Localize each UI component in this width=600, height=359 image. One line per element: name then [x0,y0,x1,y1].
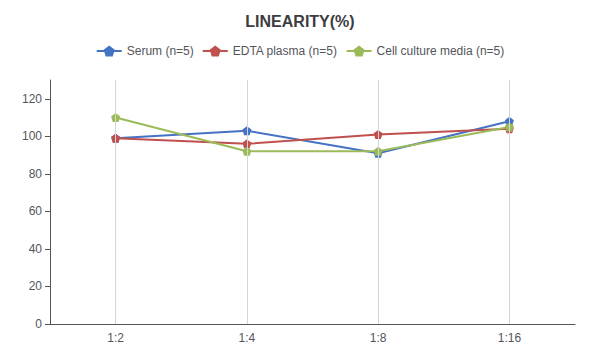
svg-text:80: 80 [29,167,43,181]
svg-text:20: 20 [29,279,43,293]
svg-text:EDTA plasma (n=5): EDTA plasma (n=5) [233,44,337,58]
svg-text:Cell culture media (n=5): Cell culture media (n=5) [377,44,505,58]
svg-text:60: 60 [29,204,43,218]
svg-text:Serum (n=5): Serum (n=5) [127,44,194,58]
svg-text:120: 120 [22,92,42,106]
svg-text:40: 40 [29,242,43,256]
svg-text:100: 100 [22,129,42,143]
svg-text:0: 0 [35,317,42,331]
svg-text:1:4: 1:4 [239,331,256,345]
svg-text:1:16: 1:16 [498,331,522,345]
svg-text:LINEARITY(%): LINEARITY(%) [245,13,354,30]
svg-text:1:8: 1:8 [370,331,387,345]
svg-text:1:2: 1:2 [107,331,124,345]
